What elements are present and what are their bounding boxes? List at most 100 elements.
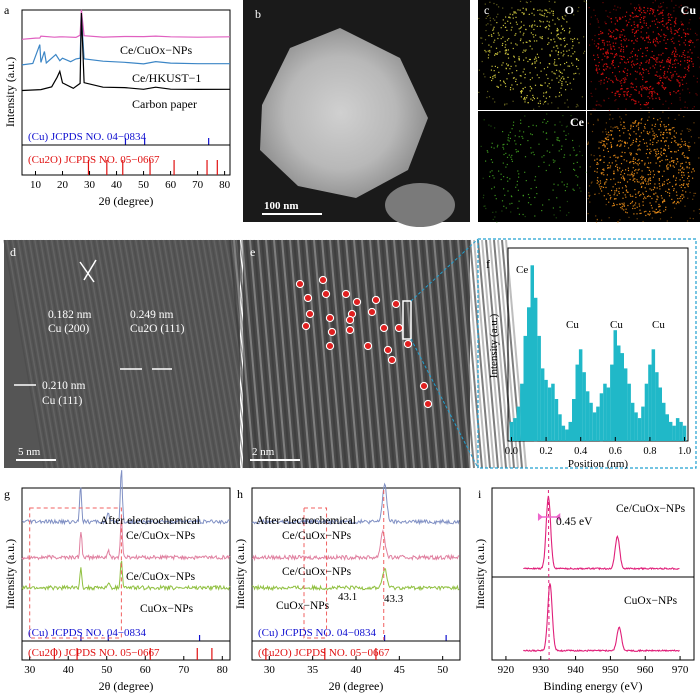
panel-c-eds-dot <box>623 173 626 175</box>
panel-c-eds-dot <box>570 38 572 40</box>
panel-c-eds-dot <box>671 151 673 153</box>
panel-c-eds-dot <box>605 51 607 53</box>
panel-c-eds-dot <box>674 136 676 139</box>
panel-i-shift-arrowhead-left <box>537 513 543 521</box>
panel-c-eds-dot <box>686 56 689 58</box>
panel-c-eds-dot <box>682 89 684 91</box>
panel-c-eds-dot <box>669 164 671 166</box>
panel-f-bar <box>672 425 676 441</box>
panel-c-eds-dot <box>525 1 527 3</box>
panel-c-eds-dot <box>603 99 605 101</box>
panel-c-eds-dot <box>673 10 675 12</box>
panel-c-eds-dot <box>638 127 640 129</box>
panel-c-eds-dot <box>603 63 605 65</box>
panel-c-eds-dot <box>674 70 676 73</box>
panel-c-eds-dot <box>649 213 651 215</box>
panel-c-eds-dot <box>668 61 670 63</box>
panel-c-eds-dot <box>684 143 687 145</box>
panel-f-x-tick-label: 0.4 <box>574 446 588 457</box>
panel-h-ref-cu2o-label: (Cu2O) JCPDS NO. 05−0667 <box>258 647 390 659</box>
panel-c-eds-dot <box>521 12 523 14</box>
panel-c-eds-dot <box>541 84 543 87</box>
panel-c-eds-dot <box>663 200 665 202</box>
panel-c-eds-dot <box>639 64 641 66</box>
panel-d-fringe <box>56 239 98 469</box>
panel-c-eds-dot <box>666 76 668 78</box>
panel-c-eds-dot <box>626 88 628 90</box>
panel-c-eds-dot <box>640 94 642 96</box>
panel-c-eds-dot <box>542 121 544 123</box>
panel-c-eds-dot <box>630 126 632 128</box>
panel-c-eds-dot <box>492 28 495 30</box>
panel-c-eds-dot <box>549 54 551 56</box>
panel-c-eds-dot <box>494 65 496 67</box>
panel-c-eds-dot <box>592 124 595 126</box>
panel-c-eds-dot <box>546 113 548 115</box>
panel-c-eds-dot <box>664 200 666 202</box>
panel-e-fringe <box>297 239 319 469</box>
panel-c-eds-dot <box>658 206 660 208</box>
panel-c-eds-dot <box>661 11 663 13</box>
panel-c-eds-dot <box>603 169 605 171</box>
panel-c-eds-dot <box>678 35 680 37</box>
panel-c-eds-dot <box>650 162 652 164</box>
panel-c-eds-dot <box>603 100 605 102</box>
panel-e-fringe <box>357 239 379 469</box>
panel-c-eds-dot <box>633 213 635 215</box>
panel-c-eds-dot <box>608 78 610 80</box>
panel-c-eds-dot <box>617 221 619 223</box>
panel-c-eds-dot <box>607 131 610 133</box>
panel-c-eds-dot <box>667 191 669 194</box>
panel-c-eds-dot <box>638 91 640 93</box>
panel-c-eds-dot <box>621 45 623 47</box>
panel-c-eds-dot <box>643 6 645 9</box>
panel-c-eds-dot <box>594 15 596 17</box>
panel-c-eds-dot <box>488 96 491 98</box>
panel-c-eds-dot <box>630 94 632 96</box>
panel-c-eds-dot <box>518 173 520 175</box>
panel-c-eds-dot <box>607 193 609 195</box>
panel-c-eds-dot <box>543 118 545 121</box>
panel-c-eds-dot <box>610 146 612 149</box>
panel-e-fringe <box>449 239 471 469</box>
panel-c-eds-dot <box>505 44 507 46</box>
panel-c-eds-dot <box>614 154 616 156</box>
panel-c-eds-dot <box>552 189 554 191</box>
panel-c-eds-dot <box>693 195 695 197</box>
panel-c-eds-dot <box>534 196 536 199</box>
panel-a-x-tick-label: 80 <box>219 179 231 191</box>
panel-c-eds-dot <box>566 21 568 23</box>
panel-c-eds-dot <box>688 60 690 62</box>
panel-c-eds-dot <box>642 87 644 89</box>
panel-c-eds-dot <box>698 208 700 210</box>
panel-d-fringe <box>129 239 171 469</box>
panel-c-eds-dot <box>623 205 625 207</box>
panel-c-eds-dot <box>654 149 656 151</box>
panel-c-eds-dot <box>631 174 633 176</box>
panel-c-eds-dot <box>615 28 617 30</box>
panel-h-series-label-3: Ce/CuOx−NPs <box>282 566 352 578</box>
panel-c-eds-dot <box>531 25 533 27</box>
panel-c-eds-dot <box>523 32 525 34</box>
panel-c-eds-dot <box>567 106 569 108</box>
panel-c-eds-dot <box>487 50 489 52</box>
panel-c-eds-dot <box>662 86 664 88</box>
panel-c-eds-dot <box>599 180 601 182</box>
panel-d-fringe <box>20 239 62 469</box>
panel-c-eds-dot <box>496 16 498 18</box>
panel-e-hrtem-image: e 2 nm <box>229 238 527 469</box>
panel-d-fringe <box>148 239 191 469</box>
panel-c-eds-dot <box>530 204 532 206</box>
panel-c-eds-dot <box>503 153 505 156</box>
panel-c-eds-dot <box>489 49 491 52</box>
panel-c-eds-dot <box>514 140 516 142</box>
panel-a-y-axis-title: Intensity (a.u.) <box>3 57 17 127</box>
panel-c-eds-dot <box>608 162 610 164</box>
panel-e-fringe <box>245 239 267 469</box>
panel-c-eds-dot <box>624 142 627 145</box>
panel-c-eds-dot <box>530 98 532 100</box>
panel-c-eds-dot <box>648 178 650 180</box>
panel-c-eds-dot <box>623 202 625 204</box>
panel-c-eds-dot <box>659 209 661 211</box>
panel-c-eds-dot <box>616 29 618 31</box>
